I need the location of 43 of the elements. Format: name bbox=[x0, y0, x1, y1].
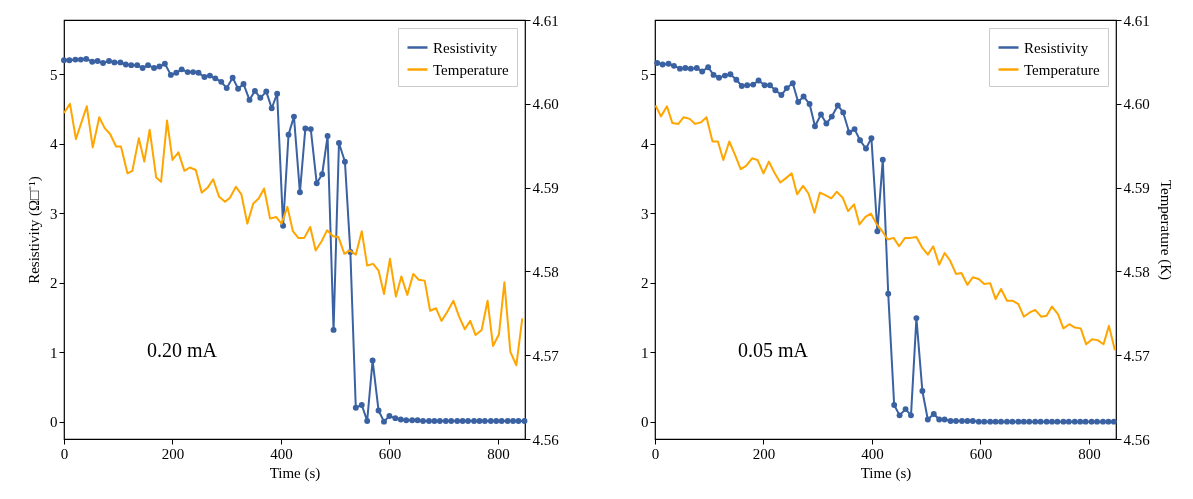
y2-tick-label: 4.59 bbox=[532, 180, 559, 197]
y2-tick-label: 4.56 bbox=[532, 431, 560, 448]
y-tick-label: 1 bbox=[50, 344, 58, 361]
y-tick-label: 3 bbox=[641, 205, 649, 222]
x-tick-label: 800 bbox=[487, 445, 510, 462]
y-tick-label: 2 bbox=[641, 275, 649, 292]
y2-tick-label: 4.57 bbox=[1123, 347, 1151, 364]
y-axis-title: Resistivity (Ω□⁻¹) bbox=[26, 176, 43, 284]
x-axis-title: Time (s) bbox=[269, 464, 321, 482]
y-tick-label: 5 bbox=[50, 66, 58, 83]
legend-label: Resistivity bbox=[433, 39, 498, 56]
y2-tick-label: 4.60 bbox=[1123, 96, 1150, 113]
y-tick-label: 0 bbox=[641, 414, 649, 431]
y2-tick-label: 4.57 bbox=[532, 347, 560, 364]
annotation: 0.20 mA bbox=[146, 339, 218, 362]
y-tick-label: 3 bbox=[50, 205, 58, 222]
y-tick-label: 4 bbox=[50, 136, 58, 153]
y-tick-label: 1 bbox=[641, 344, 649, 361]
x-tick-label: 600 bbox=[378, 445, 402, 462]
legend-label: Resistivity bbox=[1024, 39, 1089, 56]
legend-label: Temperature bbox=[1024, 61, 1100, 78]
y-tick-label: 4 bbox=[641, 136, 649, 153]
x-tick-label: 600 bbox=[969, 445, 993, 462]
annotation: 0.05 mA bbox=[737, 339, 809, 362]
x-tick-label: 400 bbox=[270, 445, 293, 462]
y-tick-label: 0 bbox=[50, 414, 58, 431]
y2-tick-label: 4.58 bbox=[1123, 263, 1150, 280]
x-tick-label: 800 bbox=[1078, 445, 1101, 462]
x-tick-label: 400 bbox=[861, 445, 884, 462]
y2-tick-label: 4.61 bbox=[1123, 12, 1150, 29]
x-tick-label: 200 bbox=[752, 445, 776, 462]
line-series bbox=[63, 102, 524, 367]
x-tick-label: 200 bbox=[161, 445, 185, 462]
y-tick-label: 2 bbox=[50, 275, 58, 292]
y2-tick-label: 4.56 bbox=[1123, 431, 1151, 448]
y2-tick-label: 4.61 bbox=[532, 12, 559, 29]
y2-axis-title: Temperature (K) bbox=[1156, 179, 1174, 281]
y2-tick-label: 4.58 bbox=[532, 263, 559, 280]
y2-tick-label: 4.59 bbox=[1123, 180, 1150, 197]
y2-tick-label: 4.60 bbox=[532, 96, 559, 113]
x-axis-title: Time (s) bbox=[860, 464, 912, 482]
y-tick-label: 5 bbox=[641, 66, 649, 83]
legend-label: Temperature bbox=[433, 61, 509, 78]
